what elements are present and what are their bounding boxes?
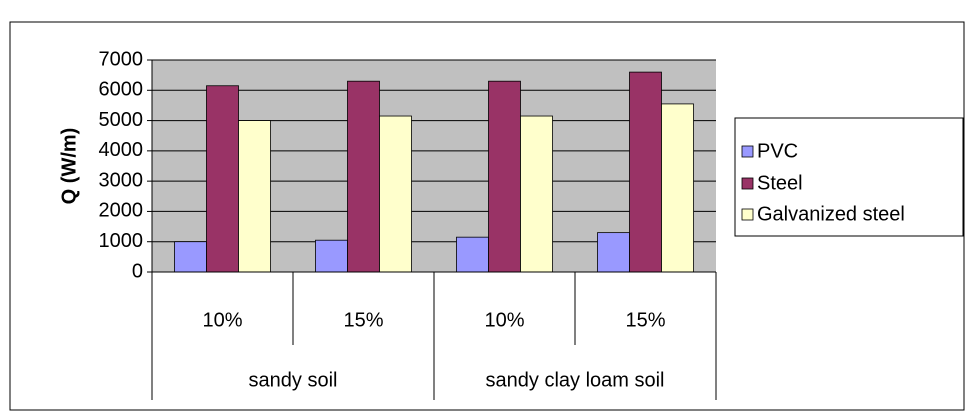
legend-swatch — [741, 177, 754, 190]
legend-label: Galvanized steel — [757, 203, 905, 225]
bar — [597, 232, 630, 273]
legend-swatch — [741, 145, 754, 158]
legend-swatch — [741, 208, 754, 221]
legend — [734, 117, 964, 237]
x-tick-label: 15% — [625, 309, 665, 331]
x-tick-label: 10% — [202, 309, 242, 331]
bar — [315, 239, 348, 273]
y-tick-label: 0 — [132, 260, 143, 282]
bar — [206, 85, 239, 273]
x-tick-label: 10% — [484, 309, 524, 331]
group-label: sandy clay loam soil — [486, 369, 665, 391]
bar — [238, 120, 271, 273]
legend-label: PVC — [757, 140, 798, 162]
y-axis-label: Q (W/m) — [58, 128, 80, 205]
y-tick-label: 1000 — [99, 230, 144, 252]
group-label: sandy soil — [249, 369, 338, 391]
bar — [488, 80, 521, 273]
bar — [520, 115, 553, 273]
bar — [347, 80, 380, 273]
x-tick-label: 15% — [343, 309, 383, 331]
bar — [379, 115, 412, 273]
y-tick-label: 3000 — [99, 169, 144, 191]
y-tick-label: 6000 — [99, 79, 144, 101]
y-tick-label: 2000 — [99, 200, 144, 222]
legend-label: Steel — [757, 172, 803, 194]
bar — [661, 103, 694, 273]
bar — [456, 236, 489, 273]
y-tick-label: 7000 — [99, 48, 144, 70]
bar — [629, 71, 662, 273]
bar — [174, 241, 207, 273]
y-tick-label: 4000 — [99, 139, 144, 161]
y-tick-label: 5000 — [99, 109, 144, 131]
